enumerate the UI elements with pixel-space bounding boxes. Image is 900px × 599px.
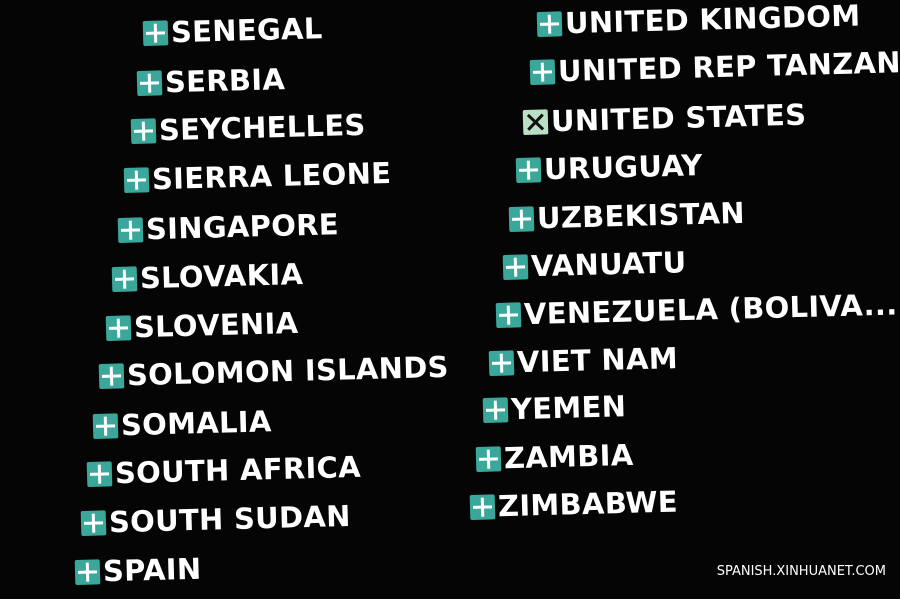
- yes-icon: [469, 493, 496, 520]
- yes-icon: [515, 156, 542, 183]
- country: SPAIN: [102, 551, 202, 589]
- country: YEMEN: [510, 389, 627, 427]
- country: UZBEKISTAN: [536, 195, 746, 236]
- yes-icon: [495, 301, 522, 328]
- country: UNITED REP TANZANIA: [557, 44, 900, 89]
- vote-row: SPAIN: [74, 551, 202, 589]
- country: SLOVENIA: [133, 305, 299, 345]
- yes-icon: [529, 58, 556, 85]
- country: UNITED STATES: [550, 97, 807, 139]
- country: SOUTH AFRICA: [114, 449, 362, 491]
- vote-row: VIET NAM: [488, 341, 679, 380]
- vote-row: SIERRA LEONE: [123, 156, 392, 197]
- watermark: SPANISH.XINHUANET.COM: [716, 564, 886, 579]
- country: SIERRA LEONE: [151, 156, 392, 197]
- vote-row: VANUATU: [502, 245, 687, 284]
- vote-row: UNITED KINGDOM: [536, 0, 861, 41]
- yes-icon: [508, 205, 535, 232]
- country: ZIMBABWE: [497, 484, 679, 524]
- vote-row: URUGUAY: [515, 148, 704, 187]
- yes-icon: [117, 216, 144, 243]
- yes-icon: [475, 445, 502, 472]
- country: SOMALIA: [120, 404, 273, 443]
- country: SOUTH SUDAN: [108, 498, 352, 540]
- vote-row: SENEGAL: [142, 11, 323, 50]
- vote-row: ZAMBIA: [475, 437, 634, 476]
- yes-icon: [123, 166, 150, 193]
- yes-icon: [142, 19, 169, 46]
- country: SINGAPORE: [145, 207, 340, 247]
- country: SOLOMON ISLANDS: [126, 349, 450, 393]
- yes-icon: [482, 396, 509, 423]
- country: VIET NAM: [516, 341, 679, 380]
- country: SENEGAL: [170, 11, 323, 50]
- vote-row: UZBEKISTAN: [508, 195, 746, 236]
- country: VENEZUELA (BOLIVA...: [523, 287, 898, 332]
- country: URUGUAY: [543, 148, 704, 187]
- yes-icon: [80, 509, 107, 536]
- vote-row: SLOVENIA: [105, 305, 299, 345]
- vote-row: SLOVAKIA: [111, 256, 304, 296]
- yes-icon: [536, 10, 563, 37]
- country: UNITED KINGDOM: [564, 0, 861, 41]
- yes-icon: [502, 253, 529, 280]
- vote-row: UNITED REP TANZANIA: [529, 44, 900, 89]
- country: ZAMBIA: [503, 437, 634, 476]
- vote-row: SOUTH AFRICA: [86, 449, 362, 491]
- vote-row: SINGAPORE: [117, 207, 340, 247]
- vote-row: SOLOMON ISLANDS: [98, 349, 450, 393]
- yes-icon: [98, 362, 125, 389]
- country: SERBIA: [164, 62, 286, 100]
- yes-icon: [105, 314, 132, 341]
- yes-icon: [136, 69, 163, 96]
- vote-row: YEMEN: [482, 389, 627, 427]
- country: SLOVAKIA: [139, 256, 304, 296]
- vote-row: SOUTH SUDAN: [80, 498, 352, 540]
- vote-row: VENEZUELA (BOLIVA...: [495, 287, 898, 332]
- yes-icon: [130, 117, 157, 144]
- yes-icon: [86, 460, 113, 487]
- country: VANUATU: [530, 245, 687, 284]
- yes-icon: [488, 349, 515, 376]
- vote-row: SOMALIA: [92, 404, 273, 443]
- vote-row: ZIMBABWE: [469, 484, 679, 524]
- yes-icon: [111, 265, 138, 292]
- vote-row: SEYCHELLES: [130, 107, 367, 148]
- vote-row: UNITED STATES: [522, 97, 807, 139]
- yes-icon: [92, 412, 119, 439]
- country: SEYCHELLES: [158, 107, 367, 148]
- yes-icon: [74, 558, 101, 585]
- vote-row: SERBIA: [136, 62, 286, 100]
- no-icon: [522, 108, 549, 135]
